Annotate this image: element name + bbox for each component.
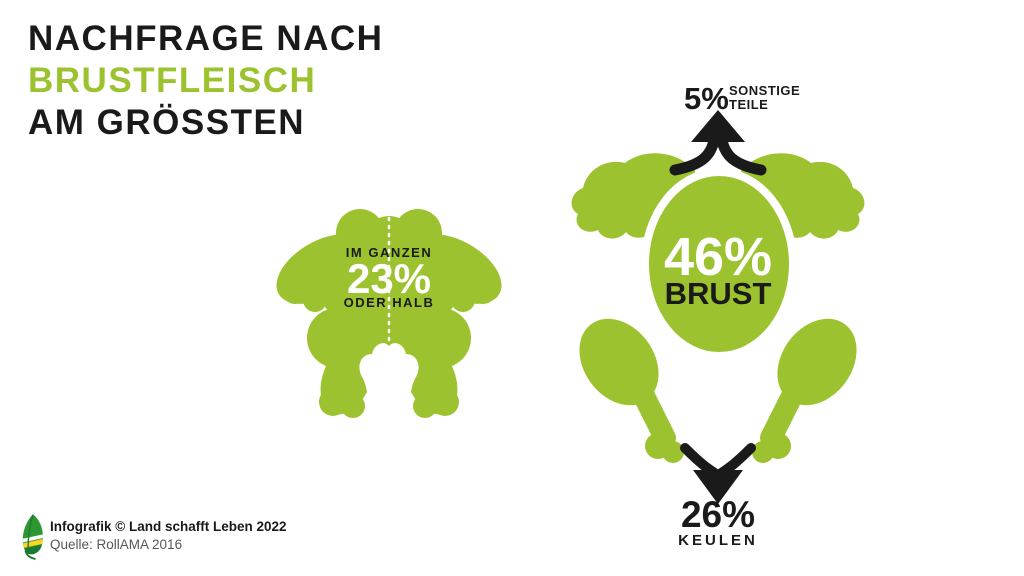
arrow-down-icon	[680, 443, 756, 504]
legs-value: 26%	[680, 494, 756, 535]
other-parts-value: 5%	[684, 81, 729, 116]
chicken-cavity-shape	[359, 343, 419, 416]
title-line-1: NACHFRAGE NACH	[28, 19, 384, 58]
whole-chicken-label-bottom: ODER HALB	[343, 295, 435, 310]
other-parts-label-2: TEILE	[729, 97, 769, 112]
footer-credit: Infografik © Land schafft Leben 2022	[50, 519, 287, 534]
drumstick-left-icon	[579, 318, 684, 463]
other-parts-label-1: SONSTIGE	[729, 83, 801, 98]
arrow-up-icon	[669, 110, 767, 176]
whole-chicken-graphic	[276, 208, 502, 418]
leaf-logo	[22, 514, 43, 560]
page-title: NACHFRAGE NACH BRUSTFLEISCH AM GRÖSSTEN	[28, 18, 383, 144]
footer-source: Quelle: RollAMA 2016	[50, 537, 183, 552]
legs-label: KEULEN	[678, 532, 758, 549]
title-line-3: AM GRÖSSTEN	[28, 103, 306, 142]
whole-chicken-value: 23%	[346, 255, 432, 302]
breast-value: 46%	[663, 227, 773, 287]
breast-label: BRUST	[664, 276, 772, 311]
breast-oval	[641, 168, 797, 360]
cut-chicken-graphic	[571, 110, 865, 504]
whole-chicken-silhouette	[276, 209, 502, 418]
title-line-2: BRUSTFLEISCH	[28, 61, 317, 100]
whole-chicken-label-top: IM GANZEN	[345, 245, 433, 260]
drumstick-right-icon	[752, 318, 857, 463]
